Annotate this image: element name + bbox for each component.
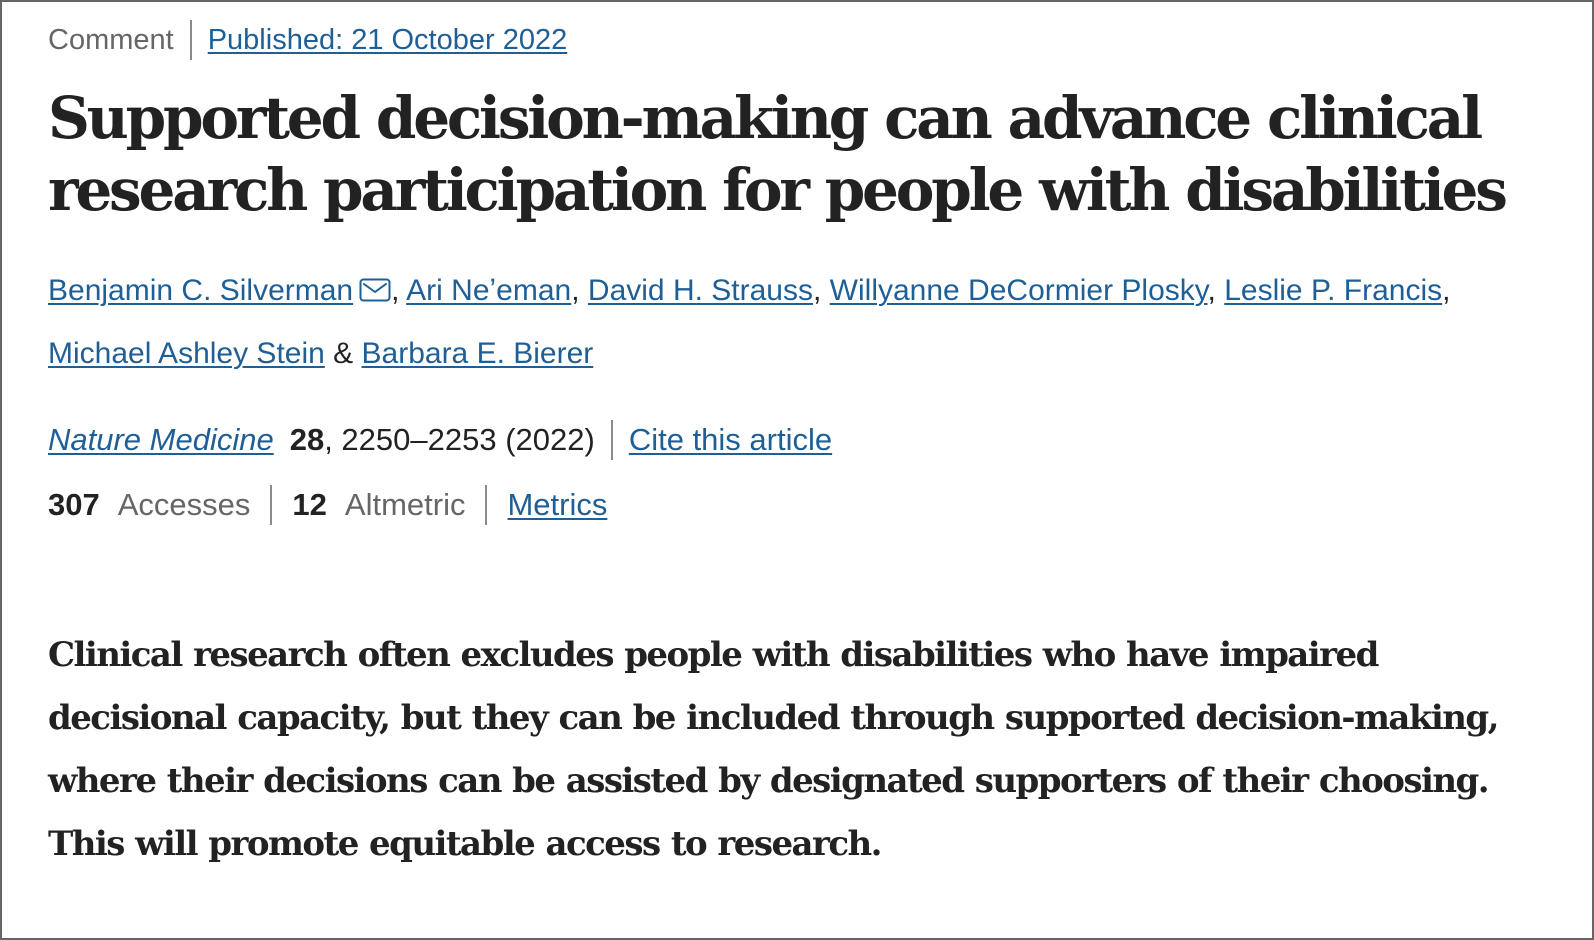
author-final-separator: & (333, 337, 354, 370)
volume-number: 28 (289, 422, 325, 457)
pages-year: , 2250–2253 (2022) (324, 422, 595, 457)
author-separator: , (1207, 274, 1216, 307)
altmetric-label: Altmetric (344, 487, 466, 522)
divider (485, 485, 488, 525)
author-link[interactable]: Leslie P. Francis (1224, 274, 1443, 307)
article-type-label: Comment (48, 24, 174, 56)
author-separator: , (1442, 274, 1451, 307)
author-link[interactable]: Barbara E. Bierer (361, 337, 594, 370)
metrics-link[interactable]: Metrics (507, 487, 608, 522)
author-list: Benjamin C. Silverman, Ari Neʼeman, Davi… (48, 259, 1528, 385)
author-link[interactable]: Willyanne DeCormier Plosky (829, 274, 1208, 307)
citation-row: Nature Medicine 28 , 2250–2253 (2022) Ci… (48, 420, 832, 460)
altmetric-count: 12 (292, 487, 327, 522)
author-link[interactable]: Michael Ashley Stein (48, 337, 325, 370)
divider (270, 485, 273, 525)
journal-link[interactable]: Nature Medicine (48, 422, 274, 457)
accesses-label: Accesses (117, 487, 251, 522)
envelope-icon[interactable] (359, 278, 391, 302)
author-link[interactable]: Benjamin C. Silverman (48, 274, 354, 307)
article-title: Supported decision-making can advance cl… (48, 84, 1508, 224)
author-separator: , (391, 274, 400, 307)
accesses-count: 307 (48, 487, 100, 522)
metrics-row: 307 Accesses 12 Altmetric Metrics (48, 485, 607, 525)
cite-this-article-link[interactable]: Cite this article (628, 422, 833, 457)
standfirst-paragraph: Clinical research often excludes people … (48, 635, 1499, 864)
published-date-link[interactable]: Published: 21 October 2022 (207, 24, 568, 56)
author-link[interactable]: Ari Neʼeman (406, 274, 572, 307)
author-separator: , (571, 274, 580, 307)
author-link[interactable]: David H. Strauss (587, 274, 813, 307)
article-meta-row: Comment Published: 21 October 2022 (48, 20, 567, 60)
divider (189, 20, 192, 60)
divider (610, 420, 613, 460)
author-separator: , (812, 274, 822, 307)
